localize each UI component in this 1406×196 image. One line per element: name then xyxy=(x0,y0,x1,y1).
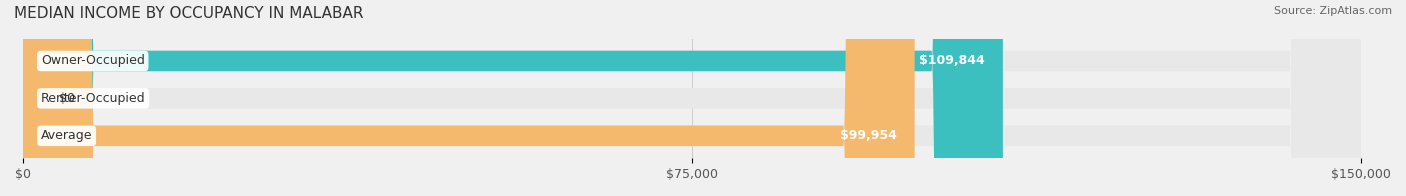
FancyBboxPatch shape xyxy=(22,0,1361,196)
Text: Owner-Occupied: Owner-Occupied xyxy=(41,54,145,67)
FancyBboxPatch shape xyxy=(22,0,1002,196)
Text: $109,844: $109,844 xyxy=(920,54,986,67)
Text: Average: Average xyxy=(41,129,93,142)
Text: MEDIAN INCOME BY OCCUPANCY IN MALABAR: MEDIAN INCOME BY OCCUPANCY IN MALABAR xyxy=(14,6,364,21)
Text: $0: $0 xyxy=(59,92,75,105)
FancyBboxPatch shape xyxy=(22,0,915,196)
Text: Source: ZipAtlas.com: Source: ZipAtlas.com xyxy=(1274,6,1392,16)
Text: $99,954: $99,954 xyxy=(839,129,897,142)
Text: Renter-Occupied: Renter-Occupied xyxy=(41,92,145,105)
FancyBboxPatch shape xyxy=(22,0,1361,196)
FancyBboxPatch shape xyxy=(22,0,1361,196)
